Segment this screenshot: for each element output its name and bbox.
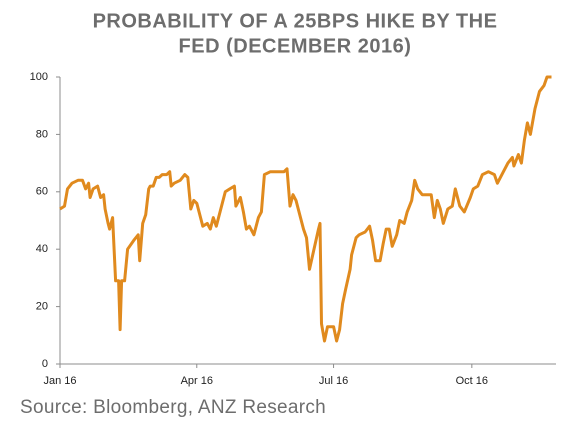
- x-tick-label: Apr 16: [181, 375, 213, 387]
- y-tick-label: 100: [30, 71, 48, 83]
- source-note: Source: Bloomberg, ANZ Research: [20, 397, 326, 418]
- y-tick-label: 20: [36, 301, 48, 313]
- y-tick-label: 40: [36, 243, 48, 255]
- y-tick-label: 0: [42, 358, 48, 370]
- chart-title: PROBABILITY OF A 25BPS HIKE BY THE: [93, 10, 498, 32]
- y-tick-label: 60: [36, 186, 48, 198]
- series-line: [59, 75, 552, 343]
- x-tick-label: Jan 16: [43, 375, 76, 387]
- chart-title: FED (DECEMBER 2016): [179, 35, 412, 57]
- y-tick-label: 80: [36, 128, 48, 140]
- x-tick-label: Oct 16: [456, 375, 488, 387]
- x-tick-label: Jul 16: [319, 375, 348, 387]
